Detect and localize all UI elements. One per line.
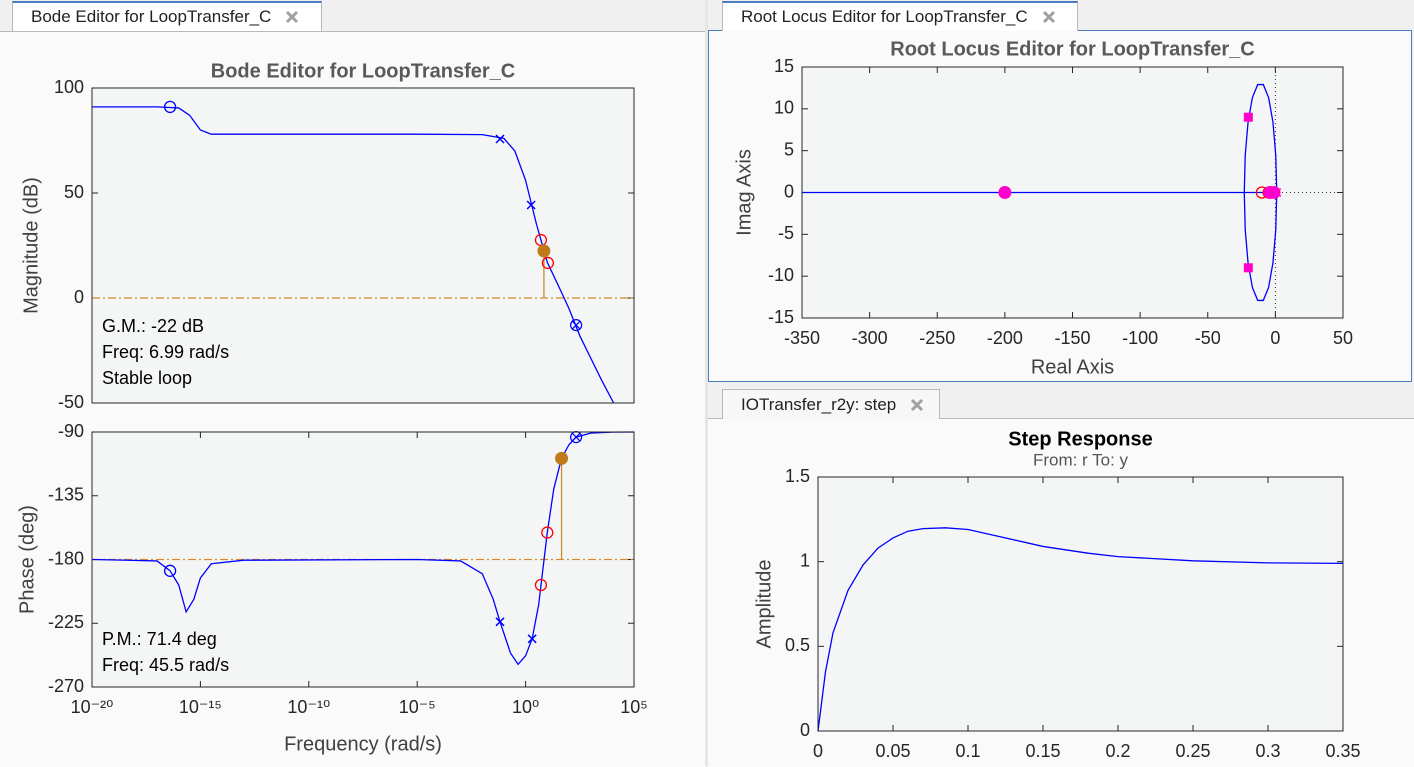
x-tick-label: 0.05 — [875, 741, 910, 761]
chart-subtitle: From: r To: y — [1033, 450, 1129, 469]
marker — [1272, 187, 1282, 198]
x-tick-label: 10⁰ — [512, 697, 539, 717]
marker — [527, 634, 537, 644]
x-tick-label: -350 — [784, 328, 820, 348]
y-axis-label: Amplitude — [753, 560, 775, 649]
chart-title: Step Response — [1008, 428, 1152, 450]
axes-box — [801, 66, 1344, 319]
marker — [570, 319, 583, 332]
axes-box — [91, 87, 635, 404]
x-tick-label: 0.15 — [1025, 741, 1060, 761]
y-tick-label: -10 — [768, 265, 794, 285]
tab[interactable]: IOTransfer_r2y: step — [722, 389, 940, 419]
marker — [541, 256, 555, 270]
x-tick-label: -150 — [1054, 328, 1090, 348]
marker — [495, 617, 505, 627]
x-tick-label: 50 — [1333, 328, 1353, 348]
y-tick-label: 10 — [774, 98, 794, 118]
x-tick-label: 0.3 — [1255, 741, 1280, 761]
y-tick-label: 0.5 — [785, 635, 810, 655]
x-tick-label: 0.2 — [1105, 741, 1130, 761]
marker — [534, 578, 548, 592]
marker — [163, 564, 177, 577]
y-tick-label: 0 — [800, 720, 810, 740]
close-button[interactable] — [910, 398, 924, 412]
tab-label: Root Locus Editor for LoopTransfer_C — [741, 7, 1028, 26]
close-button[interactable] — [1042, 10, 1056, 24]
close-button[interactable] — [285, 10, 299, 24]
y-axis-label: Imag Axis — [733, 149, 755, 236]
x-tick-label: 10⁻¹⁵ — [179, 697, 222, 717]
x-tick-label: 0 — [1270, 328, 1280, 348]
x-tick-label: 10⁵ — [620, 697, 647, 717]
axes-box — [91, 431, 635, 688]
annotation: Stable loop — [102, 368, 192, 388]
y-tick-label: 0 — [74, 287, 84, 307]
x-tick-label: 10⁻⁵ — [399, 697, 436, 717]
y-axis-label: Magnitude (dB) — [20, 177, 42, 314]
y-axis-label: Phase (deg) — [16, 505, 38, 614]
x-tick-label: -50 — [1195, 328, 1221, 348]
annotation: P.M.: 71.4 deg — [102, 629, 217, 649]
x-tick-label: -200 — [987, 328, 1023, 348]
x-tick-label: -250 — [919, 328, 955, 348]
marker — [495, 134, 505, 144]
x-tick-label: -300 — [852, 328, 888, 348]
annotation: Freq: 45.5 rad/s — [102, 655, 229, 675]
y-tick-label: -180 — [48, 548, 84, 568]
y-tick-label: -225 — [48, 612, 84, 632]
x-tick-label: 0 — [813, 741, 823, 761]
x-tick-label: 0.35 — [1325, 741, 1360, 761]
marker — [526, 200, 536, 210]
line — [1243, 83, 1278, 302]
y-tick-label: -50 — [58, 392, 84, 412]
tab-label: IOTransfer_r2y: step — [741, 394, 897, 414]
y-tick-label: 0 — [784, 181, 794, 201]
y-tick-label: -15 — [768, 307, 794, 327]
y-tick-label: -5 — [778, 223, 794, 243]
y-tick-label: -135 — [48, 485, 84, 505]
marker — [537, 244, 551, 258]
panel-divider — [705, 0, 708, 766]
marker — [1243, 263, 1253, 273]
y-tick-label: -270 — [48, 676, 84, 696]
marker — [1243, 112, 1253, 122]
marker — [998, 186, 1012, 199]
marker — [1267, 186, 1281, 199]
tab[interactable]: Bode Editor for LoopTransfer_C — [12, 1, 322, 31]
plot-area — [818, 477, 1343, 731]
tab[interactable]: Root Locus Editor for LoopTransfer_C — [722, 1, 1078, 31]
y-tick-label: 15 — [774, 56, 794, 76]
y-tick-label: 1.5 — [785, 466, 810, 486]
annotation: G.M.: -22 dB — [102, 316, 204, 336]
y-tick-label: 100 — [54, 77, 84, 97]
x-tick-label: 10⁻¹⁰ — [287, 697, 330, 717]
y-tick-label: 50 — [64, 182, 84, 202]
axes-box — [817, 476, 1344, 732]
x-tick-label: 0.1 — [955, 741, 980, 761]
x-tick-label: 0.25 — [1175, 741, 1210, 761]
chart-title: Bode Editor for LoopTransfer_C — [211, 60, 515, 82]
line — [817, 527, 1344, 732]
y-tick-label: 1 — [800, 550, 810, 570]
annotation: Freq: 6.99 rad/s — [102, 342, 229, 362]
marker — [163, 100, 177, 114]
line — [92, 106, 615, 404]
marker — [541, 526, 554, 539]
y-tick-label: 5 — [784, 139, 794, 159]
marker — [570, 431, 583, 444]
x-tick-label: 10⁻²⁰ — [71, 697, 114, 717]
x-tick-label: -100 — [1122, 328, 1158, 348]
x-axis-label: Frequency (rad/s) — [284, 733, 442, 755]
marker — [555, 451, 569, 465]
tab-label: Bode Editor for LoopTransfer_C — [31, 7, 272, 26]
y-tick-label: -90 — [58, 421, 84, 441]
x-axis-label: Real Axis — [1031, 356, 1114, 378]
chart-title: Root Locus Editor for LoopTransfer_C — [890, 38, 1254, 60]
